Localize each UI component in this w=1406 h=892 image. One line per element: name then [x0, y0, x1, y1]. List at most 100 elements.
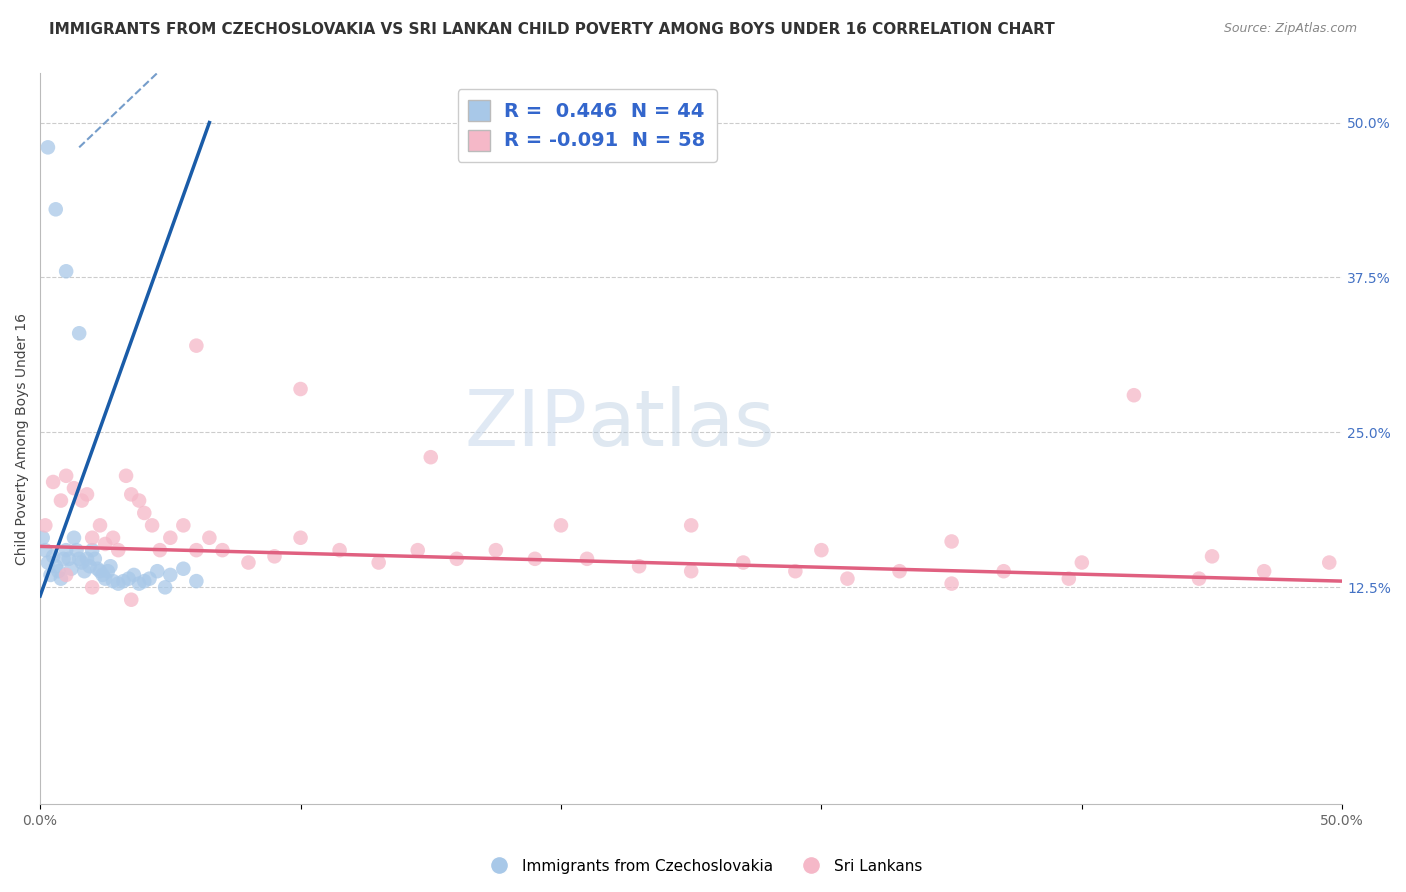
Point — [107, 576, 129, 591]
Point — [70, 556, 93, 570]
Point — [107, 543, 129, 558]
Point — [76, 551, 98, 566]
Point — [49, 493, 72, 508]
Point — [37, 140, 59, 154]
Point — [67, 326, 90, 341]
Point — [82, 531, 104, 545]
Point — [238, 556, 260, 570]
Point — [101, 531, 124, 545]
Point — [263, 549, 285, 564]
Point — [97, 564, 120, 578]
Point — [1057, 572, 1080, 586]
Point — [198, 531, 221, 545]
Point — [39, 568, 62, 582]
Point — [550, 518, 572, 533]
Point — [837, 572, 859, 586]
Point — [329, 543, 352, 558]
Point — [55, 264, 77, 278]
Point — [42, 549, 65, 564]
Point — [31, 531, 53, 545]
Point — [485, 543, 508, 558]
Point — [941, 534, 963, 549]
Point — [120, 592, 142, 607]
Point — [128, 576, 150, 591]
Point — [290, 382, 312, 396]
Point — [1188, 572, 1211, 586]
Legend: R =  0.446  N = 44, R = -0.091  N = 58: R = 0.446 N = 44, R = -0.091 N = 58 — [457, 89, 717, 161]
Point — [172, 562, 194, 576]
Point — [141, 518, 163, 533]
Point — [172, 518, 194, 533]
Point — [49, 572, 72, 586]
Point — [889, 564, 911, 578]
Text: Source: ZipAtlas.com: Source: ZipAtlas.com — [1223, 22, 1357, 36]
Point — [523, 551, 546, 566]
Text: IMMIGRANTS FROM CZECHOSLOVAKIA VS SRI LANKAN CHILD POVERTY AMONG BOYS UNDER 16 C: IMMIGRANTS FROM CZECHOSLOVAKIA VS SRI LA… — [49, 22, 1054, 37]
Point — [89, 564, 111, 578]
Point — [94, 572, 117, 586]
Point — [153, 580, 176, 594]
Point — [1317, 556, 1340, 570]
Point — [45, 202, 67, 217]
Point — [94, 537, 117, 551]
Point — [60, 562, 83, 576]
Point — [134, 506, 156, 520]
Point — [628, 559, 651, 574]
Point — [42, 475, 65, 489]
Point — [46, 564, 69, 578]
Text: ZIP: ZIP — [464, 386, 588, 462]
Point — [73, 564, 96, 578]
Point — [55, 468, 77, 483]
Y-axis label: Child Poverty Among Boys Under 16: Child Poverty Among Boys Under 16 — [15, 312, 30, 565]
Point — [115, 468, 138, 483]
Point — [89, 518, 111, 533]
Point — [367, 556, 389, 570]
Point — [34, 518, 56, 533]
Point — [419, 450, 441, 465]
Point — [45, 559, 67, 574]
Point — [120, 487, 142, 501]
Point — [65, 543, 87, 558]
Point — [79, 559, 101, 574]
Point — [186, 543, 208, 558]
Point — [82, 580, 104, 594]
Point — [446, 551, 468, 566]
Point — [101, 574, 124, 588]
Legend: Immigrants from Czechoslovakia, Sri Lankans: Immigrants from Czechoslovakia, Sri Lank… — [478, 853, 928, 880]
Point — [67, 551, 90, 566]
Point — [186, 338, 208, 352]
Point — [146, 564, 169, 578]
Point — [810, 543, 832, 558]
Point — [55, 568, 77, 582]
Point — [58, 551, 80, 566]
Point — [91, 568, 114, 582]
Point — [100, 559, 122, 574]
Point — [112, 574, 135, 588]
Point — [290, 531, 312, 545]
Point — [1253, 564, 1275, 578]
Point — [681, 518, 703, 533]
Point — [128, 493, 150, 508]
Point — [134, 574, 156, 588]
Point — [159, 568, 181, 582]
Point — [1070, 556, 1092, 570]
Point — [406, 543, 429, 558]
Point — [118, 572, 141, 586]
Point — [138, 572, 160, 586]
Point — [34, 543, 56, 558]
Point — [122, 568, 145, 582]
Point — [83, 551, 105, 566]
Text: atlas: atlas — [588, 386, 775, 462]
Point — [681, 564, 703, 578]
Point — [82, 543, 104, 558]
Point — [86, 562, 108, 576]
Point — [70, 493, 93, 508]
Point — [186, 574, 208, 588]
Point — [76, 487, 98, 501]
Point — [55, 543, 77, 558]
Point — [63, 481, 86, 495]
Point — [785, 564, 807, 578]
Point — [993, 564, 1015, 578]
Point — [159, 531, 181, 545]
Point — [576, 551, 599, 566]
